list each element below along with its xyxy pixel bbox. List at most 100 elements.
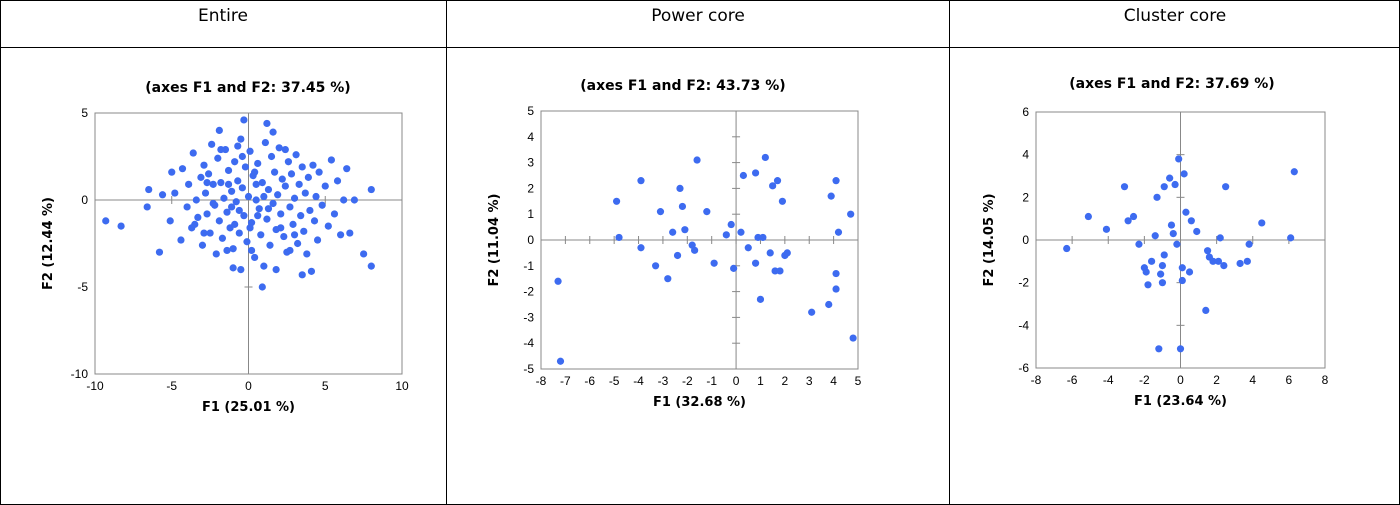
data-point xyxy=(281,145,289,154)
data-point xyxy=(294,239,302,248)
data-point xyxy=(333,177,342,185)
data-point xyxy=(847,210,855,218)
data-point xyxy=(1178,264,1186,272)
x-tick-label: -3 xyxy=(658,374,669,388)
data-point xyxy=(1144,281,1152,289)
data-point xyxy=(281,182,289,190)
data-point xyxy=(270,168,279,176)
data-point xyxy=(703,208,711,216)
data-point xyxy=(346,229,354,237)
x-tick-label: 4 xyxy=(1249,373,1256,387)
column-divider-2 xyxy=(949,0,950,505)
data-point xyxy=(218,234,227,242)
data-point xyxy=(223,208,231,216)
y-tick-label: 4 xyxy=(1022,148,1029,162)
y-tick-label: -1 xyxy=(523,259,534,273)
data-point xyxy=(1171,180,1179,189)
data-point xyxy=(1063,244,1071,253)
x-tick-label: 0 xyxy=(733,374,740,388)
data-point xyxy=(197,173,205,181)
data-point xyxy=(350,196,359,204)
x-tick-label: -2 xyxy=(1139,373,1150,387)
data-point xyxy=(769,182,777,190)
data-point xyxy=(759,233,767,242)
data-point xyxy=(277,224,285,232)
data-point xyxy=(261,138,269,147)
data-point xyxy=(200,229,208,237)
data-point xyxy=(237,135,245,143)
data-point xyxy=(808,308,816,316)
data-point xyxy=(744,244,752,252)
data-point xyxy=(247,246,256,255)
data-point xyxy=(246,147,254,155)
y-axis-label: F2 (12.44 %) xyxy=(41,197,56,290)
data-point xyxy=(275,144,283,152)
data-point xyxy=(1167,221,1176,229)
data-point xyxy=(254,212,262,220)
x-tick-label: 5 xyxy=(322,379,329,393)
y-tick-label: 3 xyxy=(527,156,534,170)
y-tick-label: -6 xyxy=(1018,361,1029,375)
data-point xyxy=(234,177,242,185)
data-point xyxy=(1209,257,1217,265)
data-point xyxy=(1175,155,1183,163)
data-point xyxy=(217,145,225,154)
data-point xyxy=(681,226,689,234)
data-point xyxy=(673,251,682,260)
data-point xyxy=(229,264,237,272)
data-point xyxy=(1142,268,1150,276)
x-tick-label: -10 xyxy=(86,379,104,393)
data-point xyxy=(825,300,833,309)
data-point xyxy=(235,206,243,215)
x-tick-label: 0 xyxy=(245,379,252,393)
data-point xyxy=(183,203,191,211)
data-point xyxy=(206,229,214,237)
data-point xyxy=(303,250,311,258)
x-tick-label: -8 xyxy=(1031,373,1042,387)
data-point xyxy=(337,231,345,239)
y-tick-label: 1 xyxy=(527,207,534,221)
data-point xyxy=(304,173,312,181)
data-point xyxy=(263,215,271,223)
data-point xyxy=(191,220,199,228)
x-tick-label: -6 xyxy=(584,374,595,388)
data-point xyxy=(223,246,231,255)
data-point xyxy=(155,248,164,256)
data-point xyxy=(258,179,266,187)
data-point xyxy=(1202,306,1210,314)
data-point xyxy=(761,153,769,162)
data-point xyxy=(313,236,322,244)
data-point xyxy=(1158,262,1167,270)
chart-title: (axes F1 and F2: 37.45 %) xyxy=(145,80,350,96)
data-point xyxy=(637,177,645,185)
data-point xyxy=(1258,219,1266,227)
column-header-entire: Entire xyxy=(198,6,248,26)
data-point xyxy=(1158,279,1167,287)
y-tick-label: -10 xyxy=(71,367,89,381)
data-point xyxy=(300,227,308,235)
y-axis-label: F2 (11.04 %) xyxy=(487,193,502,286)
x-tick-label: 5 xyxy=(855,374,862,388)
data-point xyxy=(290,194,299,202)
y-axis-label: F2 (14.05 %) xyxy=(982,193,997,286)
x-axis-label: F1 (23.64 %) xyxy=(1134,394,1227,409)
column-header-power-core: Power core xyxy=(651,6,745,26)
data-point xyxy=(773,177,782,185)
data-point xyxy=(200,161,208,169)
chart-title: (axes F1 and F2: 43.73 %) xyxy=(580,78,785,94)
data-point xyxy=(278,175,286,183)
x-tick-label: -7 xyxy=(560,374,571,388)
data-point xyxy=(215,126,223,134)
y-tick-label: 5 xyxy=(527,104,534,118)
data-point xyxy=(330,210,339,218)
data-point xyxy=(1160,251,1168,259)
x-tick-label: -5 xyxy=(609,374,620,388)
data-point xyxy=(739,171,747,180)
data-point xyxy=(678,202,687,211)
data-point xyxy=(1220,262,1228,270)
data-point xyxy=(177,236,185,244)
data-point xyxy=(203,210,211,218)
data-point xyxy=(615,233,623,242)
y-tick-label: 4 xyxy=(527,130,534,144)
data-point xyxy=(691,246,699,254)
